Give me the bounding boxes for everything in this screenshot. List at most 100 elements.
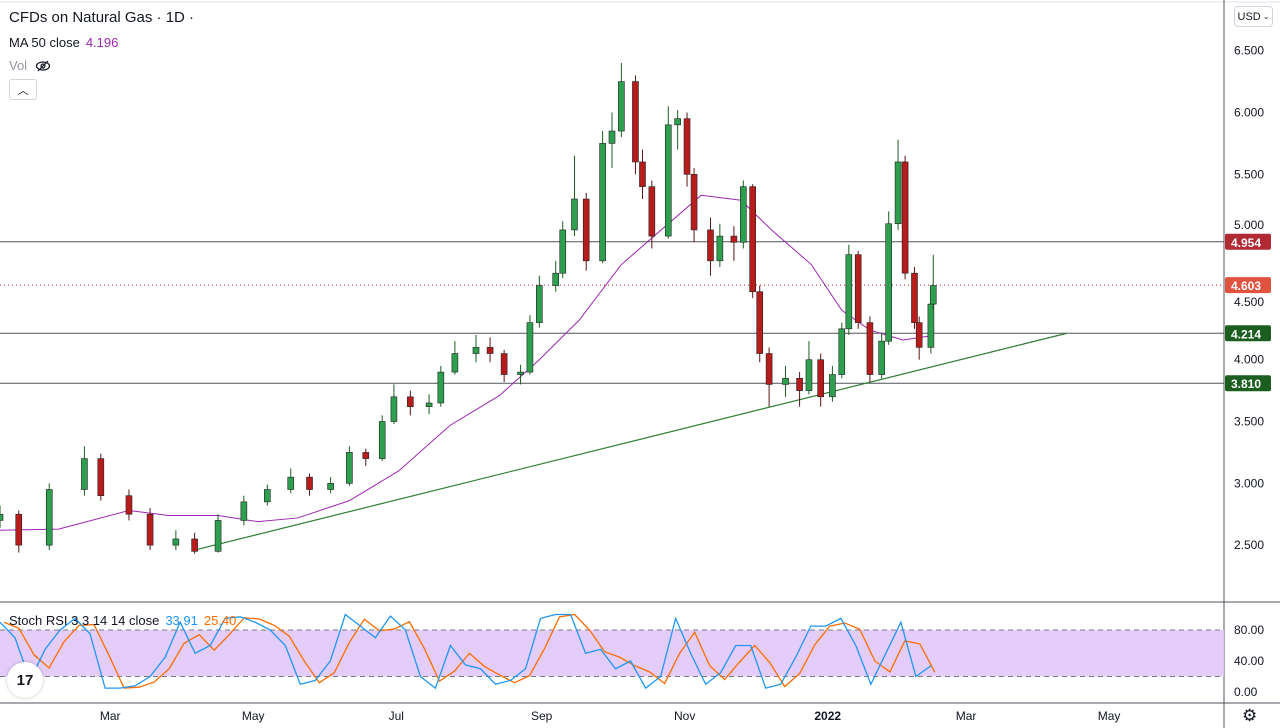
candle-body — [599, 143, 606, 262]
candle-body — [146, 513, 154, 546]
candle-body — [346, 452, 353, 484]
candle-body — [559, 229, 567, 274]
symbol-title[interactable]: CFDs on Natural Gas · 1D · — [9, 9, 195, 26]
candle-body — [45, 489, 53, 546]
price-tick-label: 3.500 — [1234, 415, 1264, 429]
price-tick-label: 6.500 — [1234, 44, 1264, 58]
collapse-legend-button[interactable]: ︿ — [9, 79, 37, 100]
stoch-rsi-legend[interactable]: Stoch RSI 3 3 14 14 close 33.91 25.40 — [9, 613, 236, 628]
time-tick-label: Nov — [674, 709, 695, 723]
candle-body — [878, 340, 885, 375]
price-tick-label: 5.500 — [1234, 167, 1264, 181]
candle-body — [674, 118, 681, 126]
stoch-d-line — [3, 613, 936, 689]
candle-body — [608, 130, 616, 144]
candle-body — [264, 489, 271, 503]
candle-body — [911, 272, 918, 323]
candle-body — [664, 124, 672, 237]
price-label-3.810: 3.810 — [1231, 377, 1261, 391]
currency-button[interactable]: USD ⌄ — [1234, 6, 1273, 27]
candle-body — [214, 520, 222, 552]
eye-crossed-icon[interactable] — [35, 60, 51, 72]
time-tick-label: Sep — [531, 709, 553, 723]
tradingview-logo[interactable]: 17 — [7, 662, 43, 698]
time-tick-label: May — [242, 709, 265, 723]
price-tick-label: 2.500 — [1234, 538, 1264, 552]
candle-body — [378, 421, 386, 459]
candle-body — [901, 161, 909, 274]
stoch-k-value: 33.91 — [165, 613, 198, 628]
candle-body — [782, 377, 789, 385]
candle-body — [582, 198, 590, 262]
candle-body — [618, 81, 625, 132]
price-tick-label: 3.000 — [1234, 476, 1264, 490]
price-tick-label: 6.000 — [1234, 105, 1264, 119]
candle-body — [327, 483, 334, 490]
price-label-4.214-box — [1225, 325, 1271, 342]
candle-body — [81, 458, 88, 490]
candle-body — [894, 161, 902, 225]
price-tick-label: 4.500 — [1234, 295, 1264, 309]
candle-body — [15, 513, 23, 546]
last-price-label-box — [1225, 277, 1271, 294]
ma-label: MA 50 close — [9, 35, 80, 50]
candle-body — [648, 186, 656, 237]
candle-body — [707, 229, 714, 262]
stoch-tick-label: 80.00 — [1234, 623, 1264, 637]
candle-body — [425, 402, 433, 407]
candle-body — [632, 81, 639, 163]
gear-icon[interactable]: ⚙ — [1242, 706, 1258, 725]
candle-body — [306, 476, 313, 490]
candle-body — [756, 291, 764, 354]
candle-body — [97, 458, 105, 496]
candle-body — [690, 173, 698, 231]
candle-body — [0, 513, 4, 521]
candle-body — [805, 359, 813, 391]
candle-body — [526, 322, 534, 373]
candle-body — [915, 322, 923, 348]
candle-body — [765, 353, 773, 385]
chevron-down-icon: ⌄ — [1262, 12, 1270, 21]
candle-body — [500, 353, 508, 375]
candle-body — [552, 272, 560, 286]
stoch-tick-label: 0.00 — [1234, 685, 1258, 699]
candle-body — [362, 452, 370, 459]
time-tick-label: 2022 — [814, 709, 841, 723]
candle-body — [486, 347, 494, 354]
candle-body — [125, 495, 133, 515]
stoch-d-value: 25.40 — [203, 613, 237, 628]
candle-body — [240, 501, 248, 521]
candle-body — [407, 396, 414, 407]
stoch-tick-label: 40.00 — [1234, 654, 1264, 668]
candle-body — [191, 538, 198, 552]
vol-label: Vol — [9, 58, 28, 73]
stoch-band — [0, 630, 1224, 677]
stoch-label: Stoch RSI 3 3 14 14 close — [9, 613, 160, 628]
price-tick-label: 4.000 — [1234, 353, 1264, 367]
candle-body — [571, 198, 578, 231]
candle-body — [929, 285, 937, 305]
candle-body — [390, 396, 398, 422]
trendline — [194, 332, 1068, 551]
candle-body — [845, 254, 853, 330]
chevron-up-icon: ︿ — [17, 84, 29, 97]
candle-body — [866, 322, 874, 375]
candle-body — [796, 377, 803, 391]
candle-body — [854, 254, 862, 323]
ma50-line — [0, 194, 934, 531]
volume-legend[interactable]: Vol — [9, 58, 51, 73]
candle-body — [740, 186, 747, 243]
candle-body — [639, 161, 646, 187]
candle-body — [817, 359, 824, 398]
time-tick-label: Jul — [389, 709, 404, 723]
price-tick-label: 5.000 — [1234, 218, 1264, 232]
candle-body — [437, 371, 445, 404]
candle-body — [536, 285, 543, 323]
stoch-k-line — [0, 613, 932, 690]
ma-legend[interactable]: MA 50 close 4.196 — [9, 35, 118, 50]
price-label-3.810-box — [1225, 375, 1271, 392]
candle-body — [172, 538, 180, 546]
candle-body — [749, 186, 756, 293]
candle-body — [730, 235, 738, 243]
